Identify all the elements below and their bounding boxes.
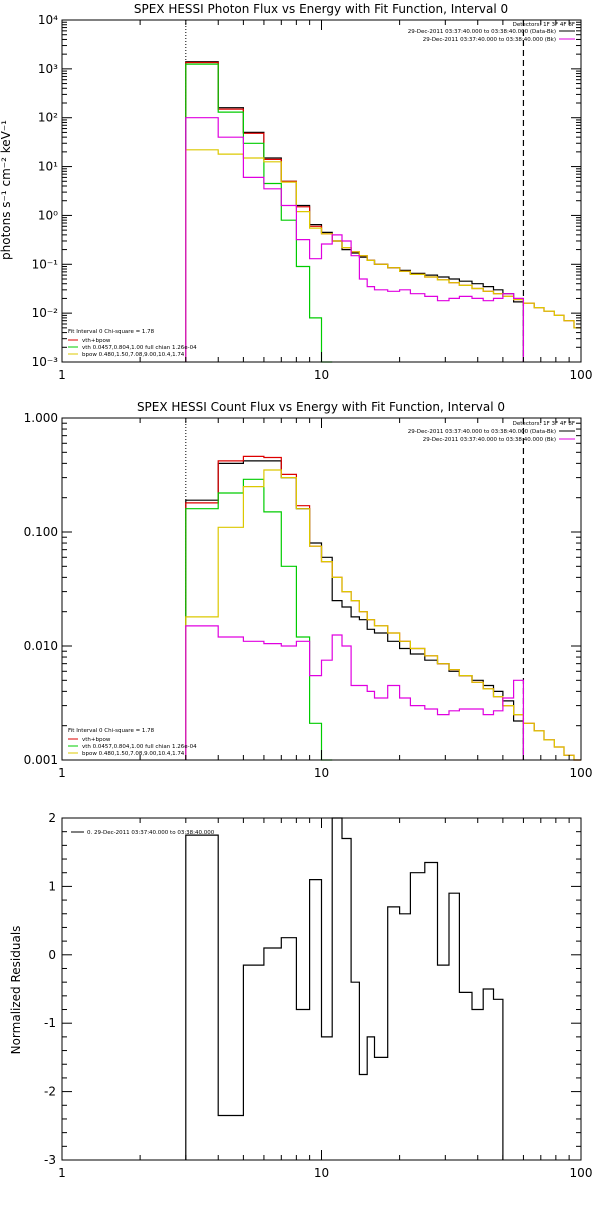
photon-flux-y-tick-label: 10¹ (38, 160, 58, 174)
photon-flux-y-tick-label: 10⁻³ (32, 355, 59, 369)
photon-flux-series-vth (185, 63, 333, 363)
count-flux-panel: SPEX HESSI Count Flux vs Energy with Fit… (24, 400, 593, 780)
photon-flux-panel: SPEX HESSI Photon Flux vs Energy with Fi… (0, 2, 592, 382)
count-flux-y-tick-label: 0.100 (24, 525, 58, 539)
count-flux-legend-data-label: 29-Dec-2011 03:37:40.000 to 03:38:40.000… (408, 429, 556, 435)
count-flux-series-bpow (185, 469, 581, 761)
photon-flux-series-bk (185, 117, 524, 362)
photon-flux-y-tick-label: 10⁴ (38, 13, 58, 27)
residuals-y-tick-label: 2 (48, 811, 56, 825)
photon-flux-series-vth-bpow (185, 61, 581, 362)
count-flux-y-tick-label: 0.001 (24, 753, 58, 767)
photon-flux-legend-total-label: vth+bpow (82, 338, 111, 344)
photon-flux-legend-bpow-label: bpow 0.480,1.50,7.08,9.00,10.4,1.74 (82, 352, 185, 358)
residuals-series-layer (185, 817, 504, 1160)
residuals-legend-label: 0. 29-Dec-2011 03:37:40.000 to 03:38:40.… (87, 830, 215, 836)
photon-flux-y-tick-label: 10⁻¹ (32, 257, 59, 271)
photon-flux-x-tick-label: 100 (570, 368, 593, 382)
count-flux-detectors-label: Detectors: 1F 3F 4F 8F (513, 421, 575, 427)
count-flux-y-tick-label: 0.010 (24, 639, 58, 653)
photon-flux-x-tick-label: 10 (314, 368, 329, 382)
count-flux-legend-bk-label: 29-Dec-2011 03:37:40.000 to 03:38:40.000… (423, 437, 556, 443)
residuals-panel: Normalized Residuals 1 10 100 -3 -2 -1 0 1 2 0. … (9, 811, 592, 1180)
photon-flux-series-data-bk (185, 61, 524, 362)
residuals-x-tick-label: 10 (314, 1166, 329, 1180)
residuals-x-tick-label: 100 (570, 1166, 593, 1180)
photon-flux-axes: 1 10 100 10⁻³ 10⁻² 10⁻¹ 10⁰ 10¹ 10² 10³ 10⁴ (32, 13, 593, 382)
count-flux-legend-vth-label: vth 0.0457,0.804,1.00 full chian 1.26e-0… (82, 744, 197, 750)
count-flux-title: SPEX HESSI Count Flux vs Energy with Fit… (137, 400, 505, 414)
residuals-y-tick-label: -3 (44, 1153, 56, 1167)
count-flux-x-tick-label: 10 (314, 766, 329, 780)
residuals-y-tick-label: -2 (44, 1085, 56, 1099)
photon-flux-series-bpow (185, 149, 581, 362)
residuals-axes: 1 10 100 -3 -2 -1 0 1 2 (44, 811, 592, 1180)
photon-flux-legend-data-label: 29-Dec-2011 03:37:40.000 to 03:38:40.000… (408, 29, 556, 35)
photon-flux-legend-vth-label: vth 0.0457,0.804,1.00 full chian 1.26e-0… (82, 345, 197, 351)
residuals-ylabel: Normalized Residuals (9, 926, 23, 1055)
photon-flux-plot-frame (61, 19, 582, 363)
count-flux-y-tick-label: 1.000 (24, 411, 58, 425)
residuals-series-residuals (185, 817, 504, 1160)
count-flux-fit-label: Fit Interval 0 Chi-square = 1.78 (68, 728, 155, 734)
photon-flux-fit-label: Fit Interval 0 Chi-square = 1.78 (68, 329, 155, 335)
residuals-y-tick-label: -1 (44, 1016, 56, 1030)
count-flux-x-tick-label: 1 (58, 766, 66, 780)
photon-flux-y-tick-label: 10³ (38, 62, 58, 76)
residuals-y-tick-label: 0 (48, 948, 56, 962)
residuals-x-tick-label: 1 (58, 1166, 66, 1180)
count-flux-legend-bpow-label: bpow 0.480,1.50,7.08,9.00,10.4,1.74 (82, 751, 185, 757)
photon-flux-detectors-label: Detectors: 1F 3F 4F 8F (513, 22, 575, 28)
count-flux-series-layer (185, 418, 581, 761)
photon-flux-legend-bk-label: 29-Dec-2011 03:37:40.000 to 03:38:40.000… (423, 37, 556, 43)
count-flux-series-data-bk (185, 460, 524, 760)
count-flux-series-bk (185, 625, 524, 760)
photon-flux-series-layer (185, 20, 581, 363)
count-flux-x-tick-label: 100 (570, 766, 593, 780)
count-flux-series-vth (185, 478, 333, 761)
photon-flux-x-tick-label: 1 (58, 368, 66, 382)
count-flux-legend-total-label: vth+bpow (82, 737, 111, 743)
photon-flux-title: SPEX HESSI Photon Flux vs Energy with Fi… (134, 2, 508, 16)
count-flux-axes: 1 10 100 0.001 0.010 0.100 1.000 (24, 411, 593, 780)
photon-flux-y-tick-label: 10⁻² (32, 306, 59, 320)
residuals-y-tick-label: 1 (48, 879, 56, 893)
photon-flux-y-tick-label: 10² (38, 111, 58, 125)
photon-flux-y-tick-label: 10⁰ (38, 208, 58, 222)
photon-flux-ylabel: photons s⁻¹ cm⁻² keV⁻¹ (0, 120, 13, 260)
